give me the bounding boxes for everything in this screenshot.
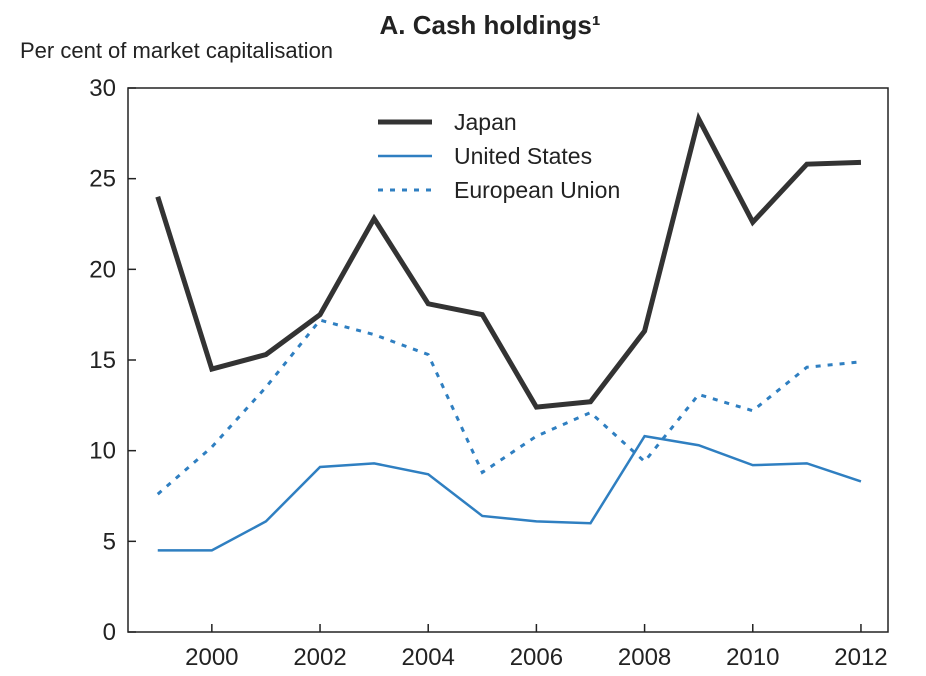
y-axis-label: Per cent of market capitalisation xyxy=(20,38,333,63)
x-tick-label: 2002 xyxy=(293,644,346,671)
y-tick-label: 25 xyxy=(89,166,116,193)
x-tick-label: 2004 xyxy=(402,644,455,671)
legend-label: United States xyxy=(454,143,592,169)
legend-label: Japan xyxy=(454,109,517,135)
chart-title: A. Cash holdings¹ xyxy=(380,10,601,40)
y-tick-label: 0 xyxy=(103,619,116,646)
x-tick-label: 2008 xyxy=(618,644,671,671)
line-series xyxy=(156,318,862,496)
x-tick-label: 2010 xyxy=(726,644,779,671)
line-series xyxy=(155,111,862,410)
y-tick-label: 15 xyxy=(89,347,116,374)
x-tick-label: 2012 xyxy=(834,644,887,671)
line-series xyxy=(157,434,862,552)
y-tick-label: 5 xyxy=(103,528,116,555)
x-tick-label: 2006 xyxy=(510,644,563,671)
y-tick-label: 10 xyxy=(89,438,116,465)
y-tick-label: 30 xyxy=(89,75,116,102)
x-tick-label: 2000 xyxy=(185,644,238,671)
legend-label: European Union xyxy=(454,177,620,203)
y-tick-label: 20 xyxy=(89,256,116,283)
